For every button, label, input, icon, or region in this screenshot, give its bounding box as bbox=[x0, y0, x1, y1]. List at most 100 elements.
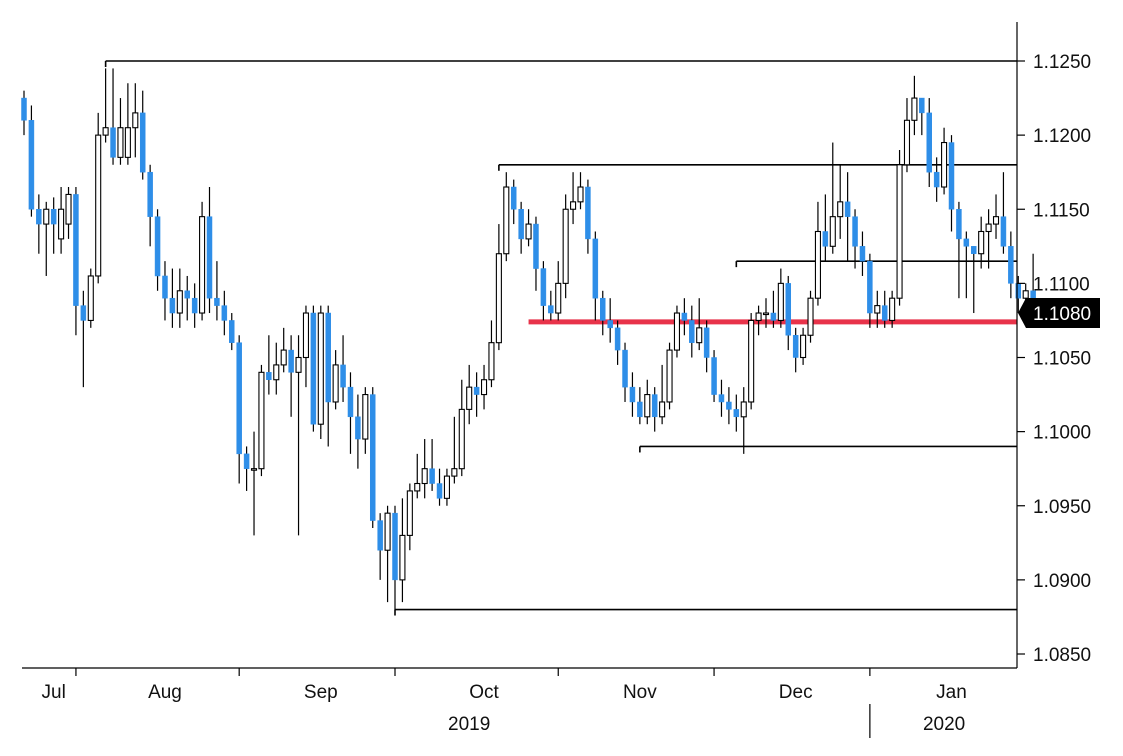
y-tick-label: 1.1100 bbox=[1033, 274, 1090, 295]
candle-body-down bbox=[548, 305, 554, 314]
candle-body-up bbox=[755, 312, 762, 321]
candle bbox=[132, 83, 139, 158]
candle bbox=[933, 157, 940, 202]
candle-body-down bbox=[933, 171, 940, 188]
candle bbox=[65, 187, 72, 239]
candle-body-down bbox=[585, 186, 591, 240]
candle bbox=[837, 164, 844, 239]
candle-body-up bbox=[777, 282, 784, 321]
candle bbox=[696, 298, 703, 351]
candle-body-up bbox=[406, 490, 413, 536]
candle bbox=[377, 513, 383, 580]
candle-body-up bbox=[570, 201, 577, 210]
candle bbox=[288, 335, 294, 417]
candle bbox=[362, 387, 369, 454]
candle-body-up bbox=[814, 230, 821, 299]
y-tick-label: 1.0900 bbox=[1033, 571, 1091, 592]
candle bbox=[607, 298, 613, 343]
candle bbox=[73, 187, 79, 336]
candle-body-up bbox=[488, 342, 495, 381]
candle bbox=[755, 305, 762, 336]
candle-body-up bbox=[807, 297, 814, 336]
candle bbox=[666, 342, 673, 410]
candle-body-down bbox=[792, 335, 799, 358]
candle bbox=[733, 394, 740, 432]
price-levels bbox=[104, 60, 1017, 616]
x-axis-ticks: Jul Aug Sep Oct Nov Dec Jan 2019 2020 bbox=[42, 668, 967, 738]
candle-body-down bbox=[681, 312, 688, 321]
y-tick-label: 1.1250 bbox=[1033, 52, 1091, 73]
candle-body-down bbox=[689, 320, 695, 343]
candle-body-down bbox=[629, 386, 636, 403]
candle bbox=[971, 246, 977, 314]
candle-body-down bbox=[510, 186, 517, 210]
candle bbox=[711, 350, 717, 402]
y-tick-label: 1.0950 bbox=[1033, 497, 1091, 518]
candle bbox=[473, 372, 480, 417]
candle bbox=[50, 197, 57, 254]
candle-body-up bbox=[644, 394, 651, 418]
candle bbox=[184, 275, 190, 321]
candle bbox=[681, 298, 688, 336]
candle-body-up bbox=[829, 216, 836, 247]
y-tick-label: 1.0850 bbox=[1033, 645, 1091, 666]
candle bbox=[673, 305, 681, 358]
candle-body-down bbox=[50, 209, 57, 225]
candle bbox=[466, 364, 473, 425]
y-axis-ticks: 1.1250 1.1200 1.1150 1.1100 1.1050 1.1000 1.09… bbox=[1017, 52, 1091, 666]
candle bbox=[637, 387, 643, 425]
candle bbox=[451, 416, 458, 484]
candle-body-down bbox=[139, 112, 146, 173]
candle-body-up bbox=[443, 475, 450, 499]
candle-body-up bbox=[673, 312, 681, 351]
y-tick-label: 1.1150 bbox=[1033, 200, 1090, 221]
candle bbox=[147, 164, 153, 247]
candle-body-up bbox=[58, 208, 65, 240]
candle bbox=[317, 305, 324, 440]
year-label: 2020 bbox=[923, 714, 965, 735]
candle bbox=[629, 372, 636, 417]
candle-body-down bbox=[926, 112, 932, 173]
candle bbox=[978, 216, 985, 269]
candle bbox=[117, 98, 124, 165]
candle bbox=[748, 313, 755, 410]
candle-body-down bbox=[607, 320, 613, 329]
candle-body-up bbox=[332, 364, 339, 403]
candle-body-up bbox=[740, 401, 747, 418]
candle-body-down bbox=[436, 483, 443, 499]
candle-body-down bbox=[214, 297, 220, 306]
candle-body-down bbox=[600, 297, 606, 321]
axes bbox=[22, 22, 1018, 669]
candle bbox=[162, 261, 168, 321]
candle-body-down bbox=[1000, 216, 1007, 247]
candle-body-down bbox=[36, 209, 42, 225]
current-price-box bbox=[1018, 298, 1100, 329]
candle-body-down bbox=[703, 327, 710, 358]
candle bbox=[176, 268, 183, 328]
candle bbox=[340, 335, 346, 402]
candle bbox=[258, 364, 265, 477]
candle-body-up bbox=[889, 297, 896, 321]
candle-body-up bbox=[132, 112, 139, 129]
month-label: Aug bbox=[148, 682, 182, 703]
candle bbox=[844, 172, 851, 262]
candle bbox=[659, 364, 666, 425]
candle-body-up bbox=[280, 349, 287, 366]
candle bbox=[533, 216, 539, 291]
candle-body-up bbox=[399, 534, 406, 581]
candle bbox=[814, 201, 821, 306]
candle-body-down bbox=[540, 268, 547, 306]
candle-body-up bbox=[176, 290, 183, 314]
candle-body-up bbox=[199, 216, 206, 314]
candle bbox=[480, 364, 488, 410]
candle bbox=[139, 90, 146, 180]
candle-body-up bbox=[495, 253, 502, 344]
candles bbox=[21, 68, 1044, 610]
candle bbox=[495, 224, 502, 351]
candle-body-up bbox=[384, 512, 391, 551]
candle-body-down bbox=[948, 142, 955, 210]
candle bbox=[792, 327, 799, 373]
month-label: Dec bbox=[779, 682, 813, 703]
candle bbox=[992, 194, 1000, 239]
candle bbox=[229, 313, 235, 351]
